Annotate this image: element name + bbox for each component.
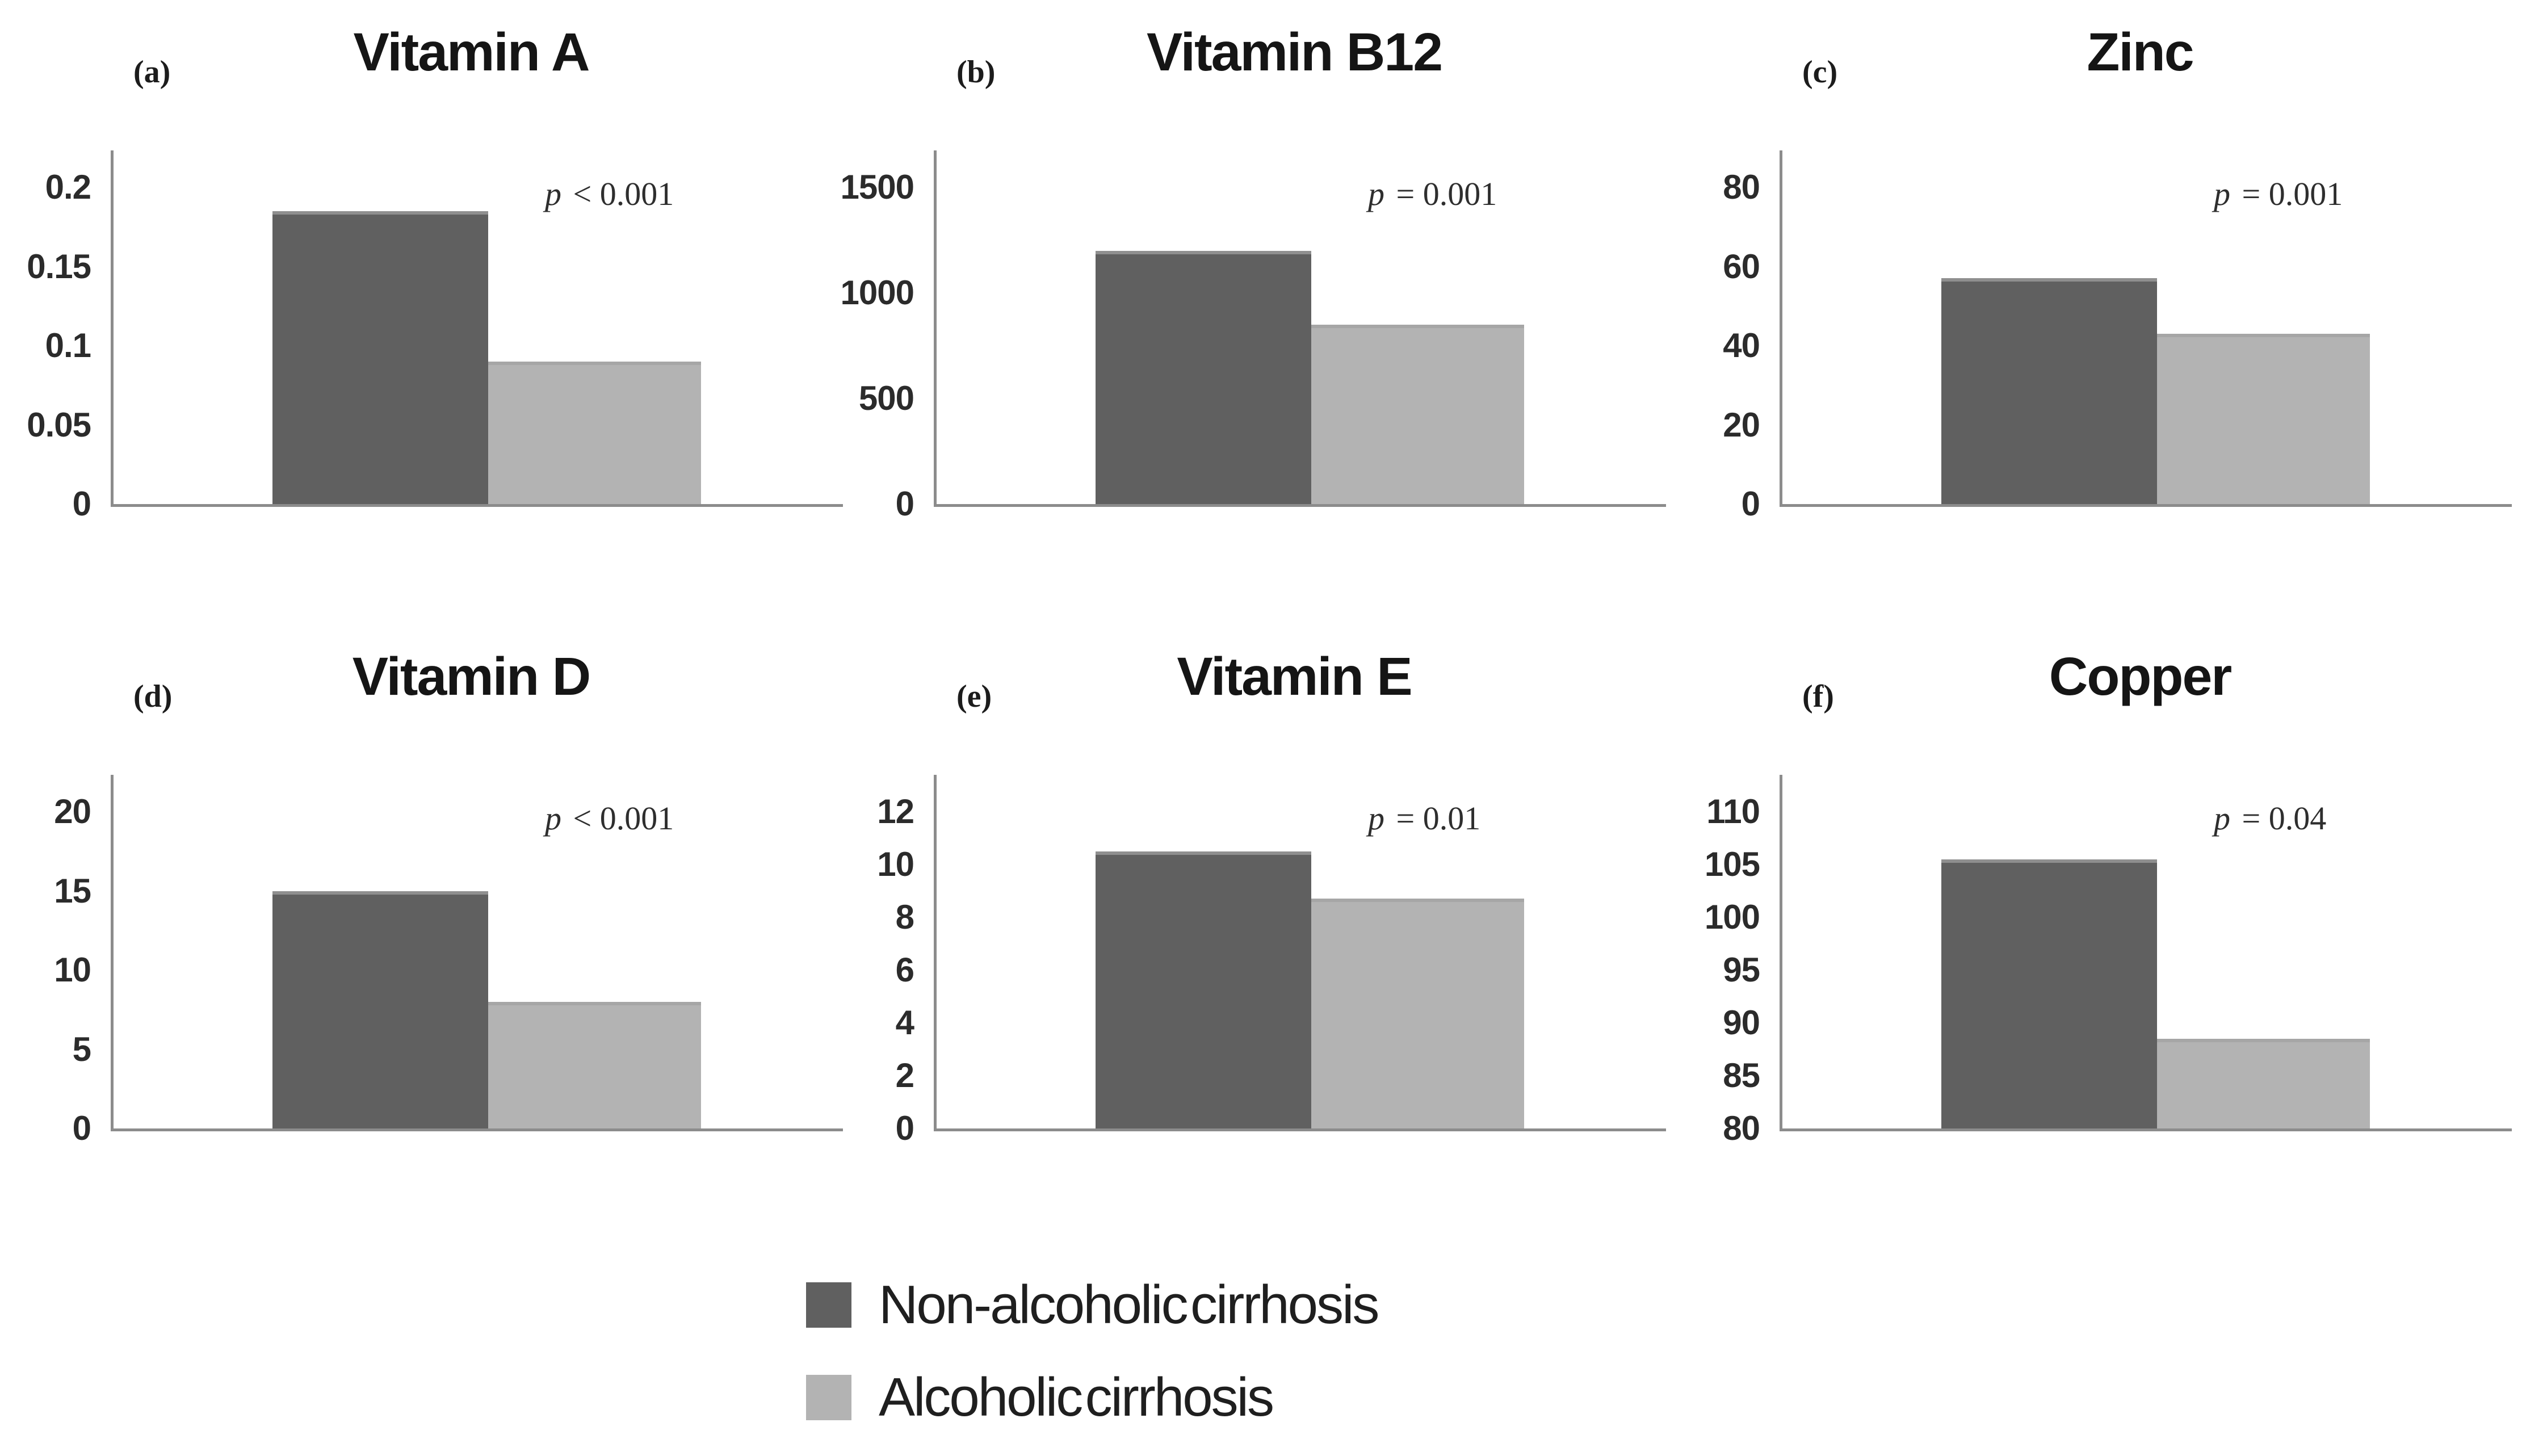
- chart-panel: (b) Vitamin B12 p = 0.001 0 500 1000 1500: [829, 11, 1669, 590]
- bar-non-alcoholic-cirrhosis: [1096, 851, 1311, 1128]
- y-tick-label: 90: [1723, 1004, 1760, 1042]
- y-tick-label: 10: [54, 951, 91, 989]
- legend: Non-alcoholic cirrhosis Alcoholic cirrho…: [806, 1272, 1379, 1456]
- x-axis-line: [111, 504, 843, 507]
- chart-title: Vitamin A: [353, 22, 590, 82]
- bar-alcoholic-cirrhosis: [1311, 899, 1524, 1128]
- y-tick-label: 2: [895, 1056, 914, 1094]
- y-tick-label: 100: [1704, 898, 1760, 936]
- y-axis-line: [934, 150, 937, 507]
- bar-alcoholic-cirrhosis: [2157, 1038, 2370, 1128]
- legend-swatch-non-alcoholic: [806, 1282, 851, 1328]
- y-tick-label: 20: [1723, 405, 1760, 444]
- panel-letter-label: (e): [956, 679, 992, 714]
- y-tick-label: 0.15: [27, 247, 91, 286]
- chart-panel: (f) Copper p = 0.04 80 85 90 95 100 105 110: [1675, 636, 2515, 1215]
- y-tick-label: 1500: [840, 168, 914, 206]
- y-tick-label: 40: [1723, 326, 1760, 364]
- bar-alcoholic-cirrhosis: [488, 1001, 701, 1128]
- y-axis-line: [111, 150, 114, 507]
- panel-letter-label: (d): [133, 679, 173, 714]
- y-tick-label: 0.05: [27, 405, 91, 444]
- x-axis-line: [934, 1128, 1666, 1131]
- p-value-annotation: p = 0.01: [1368, 800, 1481, 837]
- panel-letter-label: (f): [1802, 679, 1834, 714]
- chart-title: Vitamin B12: [1146, 22, 1443, 82]
- bar-alcoholic-cirrhosis: [488, 361, 701, 504]
- legend-item-alcoholic: Alcoholic cirrhosis: [806, 1364, 1378, 1431]
- y-axis-line: [111, 775, 114, 1131]
- p-value-annotation: p < 0.001: [545, 800, 674, 837]
- x-axis-line: [1780, 504, 2512, 507]
- chart-panel: (e) Vitamin E p = 0.01 0 2 4 6 8 10 12: [829, 636, 1669, 1215]
- panel-letter-label: (b): [956, 54, 996, 90]
- bar-non-alcoholic-cirrhosis: [272, 891, 488, 1128]
- y-tick-label: 4: [895, 1004, 914, 1042]
- x-axis-line: [1780, 1128, 2512, 1131]
- y-tick-label: 5: [72, 1030, 91, 1068]
- chart-title: Copper: [2049, 647, 2233, 707]
- y-axis-line: [1780, 150, 1782, 507]
- p-value-annotation: p = 0.04: [2214, 800, 2327, 837]
- bar-alcoholic-cirrhosis: [1311, 324, 1524, 504]
- plot-area: 0 5 10 15 20: [6, 636, 846, 1215]
- panel-letter-label: (c): [1802, 54, 1838, 90]
- y-tick-label: 20: [54, 792, 91, 830]
- chart-title: Vitamin E: [1177, 647, 1412, 707]
- y-tick-label: 1000: [840, 274, 914, 312]
- y-tick-label: 60: [1723, 247, 1760, 286]
- y-tick-label: 0: [72, 1109, 91, 1147]
- chart-panel: (a) Vitamin A p < 0.001 0 0.05 0.1 0.15 0.2: [6, 11, 846, 590]
- bar-non-alcoholic-cirrhosis: [1096, 250, 1311, 504]
- p-value-annotation: p < 0.001: [545, 175, 674, 212]
- chart-title: Zinc: [2087, 22, 2194, 82]
- y-tick-label: 110: [1706, 792, 1760, 830]
- y-axis-line: [934, 775, 937, 1131]
- y-tick-label: 105: [1704, 845, 1760, 883]
- plot-area: 80 85 90 95 100 105 110: [1675, 636, 2515, 1215]
- y-tick-label: 0: [72, 485, 91, 523]
- y-tick-label: 15: [54, 871, 91, 910]
- x-axis-line: [934, 504, 1666, 507]
- y-tick-label: 95: [1723, 951, 1760, 989]
- y-tick-label: 10: [877, 845, 914, 883]
- y-tick-label: 80: [1723, 1109, 1760, 1147]
- y-tick-label: 0: [895, 1109, 914, 1147]
- chart-title: Vitamin D: [352, 647, 591, 707]
- y-axis-line: [1780, 775, 1782, 1131]
- plot-area: 0 20 40 60 80: [1675, 11, 2515, 590]
- legend-swatch-alcoholic: [806, 1375, 851, 1420]
- bar-non-alcoholic-cirrhosis: [1941, 278, 2157, 504]
- chart-panel: (d) Vitamin D p < 0.001 0 5 10 15 20: [6, 636, 846, 1215]
- y-tick-label: 0.2: [45, 168, 91, 206]
- p-value-annotation: p = 0.001: [2214, 175, 2343, 212]
- bar-non-alcoholic-cirrhosis: [1941, 859, 2157, 1128]
- legend-label-non-alcoholic: Non-alcoholic cirrhosis: [879, 1274, 1379, 1335]
- y-tick-label: 0: [1741, 485, 1760, 523]
- bar-alcoholic-cirrhosis: [2157, 334, 2370, 504]
- legend-item-non-alcoholic: Non-alcoholic cirrhosis: [806, 1272, 1379, 1338]
- y-tick-label: 80: [1723, 168, 1760, 206]
- p-value-annotation: p = 0.001: [1368, 175, 1497, 212]
- legend-label-alcoholic: Alcoholic cirrhosis: [879, 1367, 1274, 1428]
- y-tick-label: 6: [895, 951, 914, 989]
- y-tick-label: 0: [895, 485, 914, 523]
- y-tick-label: 85: [1723, 1056, 1760, 1094]
- y-tick-label: 12: [877, 792, 914, 830]
- bar-non-alcoholic-cirrhosis: [272, 211, 488, 504]
- x-axis-line: [111, 1128, 843, 1131]
- plot-area: 0 0.05 0.1 0.15 0.2: [6, 11, 846, 590]
- panel-letter-label: (a): [133, 54, 171, 90]
- chart-panel: (c) Zinc p = 0.001 0 20 40 60 80: [1675, 11, 2515, 590]
- y-tick-label: 500: [858, 379, 914, 417]
- plot-area: 0 500 1000 1500: [829, 11, 1669, 590]
- plot-area: 0 2 4 6 8 10 12: [829, 636, 1669, 1215]
- y-tick-label: 0.1: [45, 326, 91, 364]
- y-tick-label: 8: [895, 898, 914, 936]
